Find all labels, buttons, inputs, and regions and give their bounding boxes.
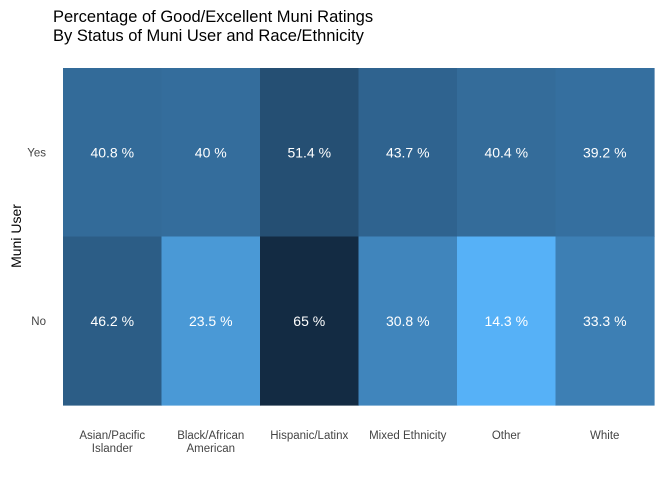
cell-value-label: 40.8 % [90, 144, 134, 160]
cell-value-label: 33.3 % [583, 313, 627, 329]
cell-value-label: 39.2 % [583, 144, 627, 160]
y-axis-title: Muni User [8, 204, 24, 268]
heatmap-cell [63, 68, 163, 238]
cell-value-label: 40.4 % [484, 144, 528, 160]
cell-value-label: 30.8 % [386, 313, 430, 329]
y-tick-label: Yes [27, 147, 46, 159]
cell-value-label: 65 % [293, 313, 325, 329]
y-axis-tick-labels: Yes No [27, 147, 46, 328]
heatmap-cell [555, 236, 655, 406]
heatmap-cell [358, 236, 458, 406]
cell-value-label: 14.3 % [484, 313, 528, 329]
x-tick-label: Black/African American [177, 430, 244, 455]
cell-value-label: 40 % [195, 144, 227, 160]
heatmap-cell [63, 236, 163, 406]
heatmap-cells: 40.8 % 40 % 51.4 % 43.7 % 40.4 % 39.2 % 46.2 %… [63, 68, 655, 406]
heatmap-cell [161, 68, 261, 238]
x-axis-tick-labels: Asian/Pacific Islander Black/African Americ… [79, 430, 619, 455]
x-tick-label: White [590, 430, 619, 442]
heatmap-cell [457, 68, 557, 238]
cell-value-label: 23.5 % [189, 313, 233, 329]
x-tick-label: Mixed Ethnicity [369, 430, 447, 442]
x-tick-label: Hispanic/Latinx [270, 430, 348, 442]
cell-value-label: 51.4 % [287, 144, 331, 160]
heatmap-cell [260, 68, 360, 238]
x-tick-label: Other [492, 430, 521, 442]
cell-value-label: 46.2 % [90, 313, 134, 329]
chart-title-line-2: By Status of Muni User and Race/Ethnicit… [53, 27, 365, 45]
cell-value-label: 43.7 % [386, 144, 430, 160]
heatmap-cell [358, 68, 458, 238]
heatmap-cell [161, 236, 261, 406]
heatmap-cell [457, 236, 557, 406]
heatmap-cell [260, 236, 360, 406]
heatmap-cell [555, 68, 655, 238]
x-tick-label: Asian/Pacific Islander [79, 430, 145, 455]
y-tick-label: No [31, 316, 46, 328]
chart-title-line-1: Percentage of Good/Excellent Muni Rating… [53, 8, 373, 26]
